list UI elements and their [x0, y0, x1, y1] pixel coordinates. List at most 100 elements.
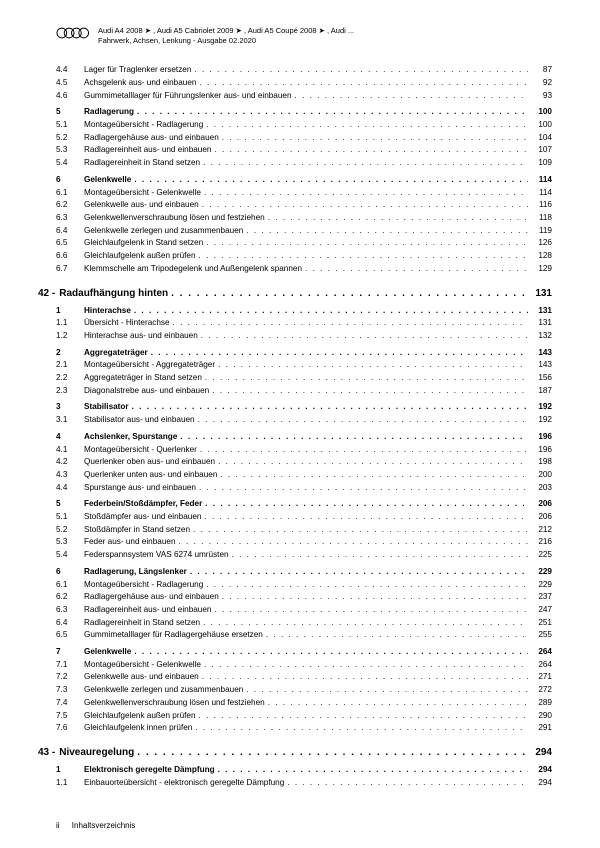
toc-chapter-label: Radaufhängung hinten: [59, 288, 168, 299]
toc-dots: . . . . . . . . . . . . . . . . . . . . …: [284, 777, 528, 790]
toc-page: 212: [528, 524, 552, 537]
toc-num: 6: [56, 566, 84, 579]
toc-num: 6.4: [56, 617, 84, 630]
toc-dots: . . . . . . . . . . . . . . . . . . . . …: [203, 579, 528, 592]
toc-page: 119: [528, 225, 552, 238]
toc-dots: . . . . . . . . . . . . . . . . . . . . …: [190, 524, 528, 537]
toc-dots: . . . . . . . . . . . . . . . . . . . . …: [202, 498, 528, 511]
page-footer: ii Inhaltsverzeichnis: [56, 821, 135, 830]
toc-num: 4.4: [56, 482, 84, 495]
toc-page: 290: [528, 710, 552, 723]
toc-label: Radlagergehäuse aus- und einbauen: [84, 132, 219, 145]
toc-num: 7.5: [56, 710, 84, 723]
toc-row: 4.1Montageübersicht - Querlenker. . . . …: [56, 444, 552, 457]
toc-page: 225: [528, 549, 552, 562]
toc-page: 92: [528, 77, 552, 90]
toc-page: 264: [528, 659, 552, 672]
toc-page: 114: [528, 174, 552, 187]
toc-row: 4.5Achsgelenk aus- und einbauen. . . . .…: [56, 77, 552, 90]
toc-dots: . . . . . . . . . . . . . . . . . . . . …: [302, 263, 528, 276]
toc-dots: . . . . . . . . . . . . . . . . . . . . …: [187, 566, 528, 579]
header-text: Audi A4 2008 ➤ , Audi A5 Cabriolet 2009 …: [98, 26, 354, 46]
toc-dots: . . . . . . . . . . . . . . . . . . . . …: [196, 77, 528, 90]
toc-row: 4.4Lager für Traglenker ersetzen. . . . …: [56, 64, 552, 77]
toc-num: 5.2: [56, 524, 84, 537]
toc-label: Radlagergehäuse aus- und einbauen: [84, 591, 219, 604]
toc-label: Gleichlaufgelenk außen prüfen: [84, 710, 196, 723]
toc-label: Montageübersicht - Radlagerung: [84, 579, 203, 592]
toc-page: 100: [528, 119, 552, 132]
toc-dots: . . . . . . . . . . . . . . . . . . . . …: [265, 212, 528, 225]
toc-dots: . . . . . . . . . . . . . . . . . . . . …: [168, 288, 526, 299]
toc-row: 6.1Montageübersicht - Radlagerung. . . .…: [56, 579, 552, 592]
toc-dots: . . . . . . . . . . . . . . . . . . . . …: [170, 317, 528, 330]
toc-num: 7.6: [56, 722, 84, 735]
toc-num: 5.3: [56, 536, 84, 549]
toc-num: 7: [56, 646, 84, 659]
toc-num: 1: [56, 305, 84, 318]
toc-num: 2.2: [56, 372, 84, 385]
toc-label: Gleichlaufgelenk außen prüfen: [84, 250, 196, 263]
toc-dots: . . . . . . . . . . . . . . . . . . . . …: [202, 372, 528, 385]
toc-dots: . . . . . . . . . . . . . . . . . . . . …: [148, 347, 528, 360]
toc-label: Stabilisator aus- und einbauen: [84, 414, 195, 427]
toc-chapter: 43 -Niveauregelung. . . . . . . . . . . …: [38, 747, 552, 758]
toc-page: 272: [528, 684, 552, 697]
toc-row: 4.6Gummimetalllager für Führungslenker a…: [56, 90, 552, 103]
toc-num: 4: [56, 431, 84, 444]
toc-label: Radlagerung, Längslenker: [84, 566, 187, 579]
toc-page: 271: [528, 671, 552, 684]
toc-num: 5.3: [56, 144, 84, 157]
toc-dots: . . . . . . . . . . . . . . . . . . . . …: [201, 187, 528, 200]
toc-num: 3.1: [56, 414, 84, 427]
toc-num: 4.4: [56, 64, 84, 77]
toc-row: 6.3Gelenkwellenverschraubung lösen und f…: [56, 212, 552, 225]
toc-row: 6.7Klemmschelle am Tripodegelenk und Auß…: [56, 263, 552, 276]
toc-dots: . . . . . . . . . . . . . . . . . . . . …: [198, 330, 528, 343]
toc-page: 93: [528, 90, 552, 103]
toc-row: 6Radlagerung, Längslenker. . . . . . . .…: [56, 566, 552, 579]
toc-label: Gelenkwellenverschraubung lösen und fest…: [84, 212, 265, 225]
toc-page: 131: [528, 305, 552, 318]
toc-row: 3Stabilisator. . . . . . . . . . . . . .…: [56, 401, 552, 414]
toc-row: 7.4Gelenkwellenverschraubung lösen und f…: [56, 697, 552, 710]
toc-num: 3: [56, 401, 84, 414]
toc-row: 1Elektronisch geregelte Dämpfung. . . . …: [56, 764, 552, 777]
toc-page: 216: [528, 536, 552, 549]
toc-dots: . . . . . . . . . . . . . . . . . . . . …: [177, 431, 528, 444]
toc-row: 1.1Einbauorteübersicht - elektronisch ge…: [56, 777, 552, 790]
toc-row: 7Gelenkwelle. . . . . . . . . . . . . . …: [56, 646, 552, 659]
toc-label: Gummimetalllager für Radlagergehäuse ers…: [84, 629, 263, 642]
toc-row: 7.1Montageübersicht - Gelenkwelle. . . .…: [56, 659, 552, 672]
toc-label: Elektronisch geregelte Dämpfung: [84, 764, 215, 777]
toc-chapter-label: Niveauregelung: [59, 747, 134, 758]
toc-row: 4Achslenker, Spurstange. . . . . . . . .…: [56, 431, 552, 444]
toc-label: Montageübersicht - Radlagerung: [84, 119, 203, 132]
toc-row: 5.4Radlagereinheit in Stand setzen. . . …: [56, 157, 552, 170]
toc-label: Gelenkwelle zerlegen und zusammenbauen: [84, 684, 243, 697]
toc-num: 6.2: [56, 199, 84, 212]
toc-dots: . . . . . . . . . . . . . . . . . . . . …: [219, 132, 528, 145]
toc-page: 104: [528, 132, 552, 145]
toc-num: 4.2: [56, 456, 84, 469]
toc-label: Klemmschelle am Tripodegelenk und Außeng…: [84, 263, 302, 276]
toc-row: 5.3Feder aus- und einbauen. . . . . . . …: [56, 536, 552, 549]
toc-row: 4.4Spurstange aus- und einbauen. . . . .…: [56, 482, 552, 495]
toc-dots: . . . . . . . . . . . . . . . . . . . . …: [201, 659, 528, 672]
toc-dots: . . . . . . . . . . . . . . . . . . . . …: [131, 305, 528, 318]
toc-label: Querlenker unten aus- und einbauen: [84, 469, 217, 482]
toc-num: 5.4: [56, 157, 84, 170]
toc-page: 229: [528, 579, 552, 592]
toc-dots: . . . . . . . . . . . . . . . . . . . . …: [215, 764, 528, 777]
toc-num: 7.3: [56, 684, 84, 697]
toc-num: 5: [56, 498, 84, 511]
toc-dots: . . . . . . . . . . . . . . . . . . . . …: [196, 250, 528, 263]
toc-page: 251: [528, 617, 552, 630]
toc-dots: . . . . . . . . . . . . . . . . . . . . …: [243, 684, 528, 697]
toc-row: 5Radlagerung. . . . . . . . . . . . . . …: [56, 106, 552, 119]
toc-row: 4.3Querlenker unten aus- und einbauen. .…: [56, 469, 552, 482]
toc-dots: . . . . . . . . . . . . . . . . . . . . …: [134, 747, 526, 758]
toc-page: 196: [528, 444, 552, 457]
toc-label: Montageübersicht - Gelenkwelle: [84, 659, 201, 672]
toc-page: 198: [528, 456, 552, 469]
